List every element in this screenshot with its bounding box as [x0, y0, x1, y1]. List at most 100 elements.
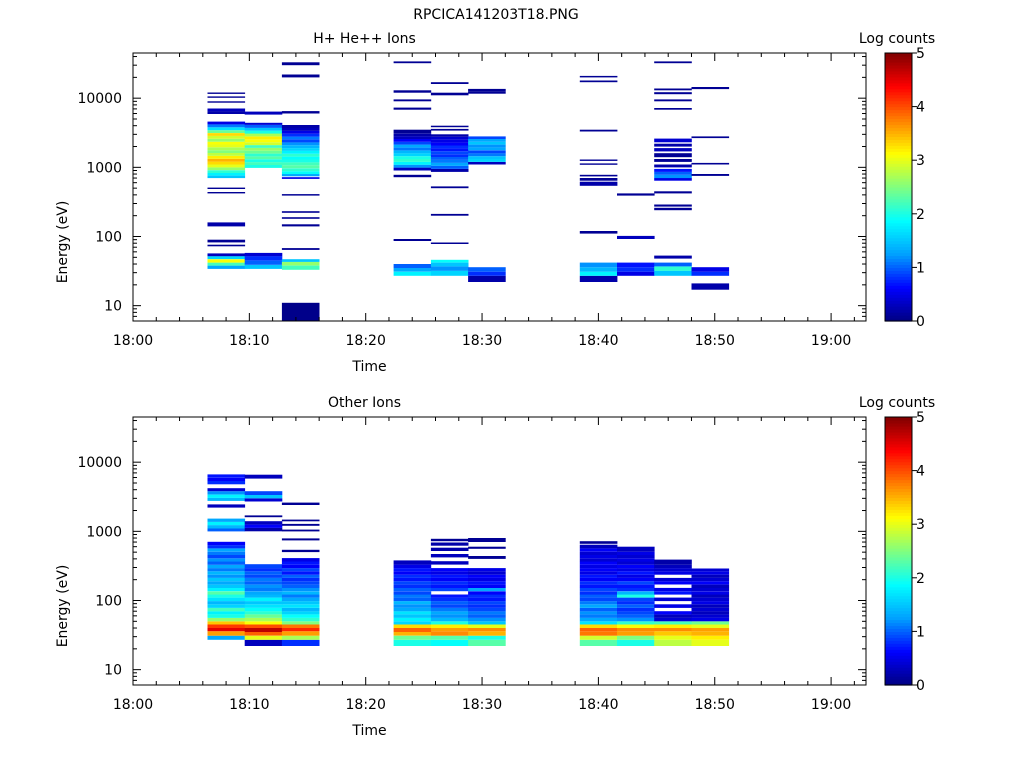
heatmap-cell — [393, 136, 432, 139]
colorbar-swatch — [885, 237, 912, 242]
colorbar-swatch — [885, 270, 912, 274]
heatmap-cell — [579, 555, 618, 559]
heatmap-cell — [281, 577, 320, 582]
heatmap-cell — [430, 581, 469, 585]
heatmap-cell — [430, 542, 469, 546]
heatmap-cell — [207, 564, 246, 569]
colorbar-swatch — [885, 667, 912, 671]
heatmap-cell — [281, 628, 320, 632]
heatmap-cell — [244, 130, 283, 134]
heatmap-cell — [207, 244, 246, 247]
heatmap-cell — [430, 597, 469, 602]
colorbar-label: Log counts — [859, 31, 935, 47]
heatmap-cell — [617, 611, 655, 615]
heatmap-cell — [244, 521, 283, 525]
heatmap-cell — [617, 558, 655, 562]
colorbar-swatch — [885, 455, 912, 460]
heatmap-cell — [207, 239, 246, 242]
colorbar-swatch — [885, 139, 912, 143]
heatmap-cell — [281, 156, 320, 160]
colorbar-swatch — [885, 428, 912, 433]
heatmap-cell — [207, 121, 246, 125]
heatmap-cell — [579, 639, 618, 646]
heatmap-cell — [393, 167, 432, 171]
colorbar-swatch — [885, 88, 912, 93]
colorbar-swatch — [885, 425, 912, 430]
colorbar-swatch — [885, 574, 912, 579]
heatmap-cell — [207, 170, 246, 173]
heatmap-cell — [617, 601, 655, 605]
heatmap-cell — [281, 594, 320, 598]
heatmap-cell — [393, 133, 432, 137]
heatmap-cell — [207, 624, 246, 628]
heatmap-cell — [281, 211, 320, 213]
colorbar-swatch — [885, 461, 912, 466]
heatmap-cell — [654, 564, 692, 569]
colorbar-swatch — [885, 440, 912, 445]
colorbar-swatch — [885, 604, 912, 609]
heatmap-cell — [617, 555, 655, 559]
heatmap-cell — [654, 604, 692, 608]
heatmap-cell — [617, 624, 655, 628]
colorbar-swatch — [885, 279, 912, 283]
colorbar-swatch — [885, 625, 912, 630]
heatmap-cell — [617, 235, 655, 239]
heatmap-cell — [430, 92, 469, 96]
colorbar-swatch — [885, 258, 912, 263]
heatmap-cell — [430, 604, 469, 608]
colorbar-swatch — [885, 234, 912, 239]
colorbar-swatch — [885, 452, 912, 457]
colorbar-swatch — [885, 458, 912, 463]
colorbar-swatch — [885, 661, 912, 665]
heatmap-cell — [393, 581, 432, 585]
colorbar-swatch — [885, 607, 912, 612]
heatmap-cell — [281, 571, 320, 575]
heatmap-cell — [281, 145, 320, 149]
heatmap-cell — [430, 614, 469, 618]
heatmap-cells — [207, 474, 730, 646]
heatmap-cell — [430, 577, 469, 582]
heatmap-cell — [207, 521, 246, 526]
heatmap-cell — [617, 267, 655, 272]
heatmap-cell — [617, 193, 655, 196]
heatmap-cell — [393, 174, 432, 178]
heatmap-cell — [430, 628, 469, 632]
colorbar-swatch — [885, 664, 912, 668]
heatmap-cell — [244, 635, 283, 640]
heatmap-cell — [617, 581, 655, 585]
x-tick-label: 18:50 — [695, 697, 735, 713]
colorbar-label: Log counts — [859, 395, 935, 411]
heatmap-cell — [430, 631, 469, 636]
colorbar-swatch — [885, 568, 912, 573]
heatmap-cell — [468, 150, 506, 154]
heatmap-cell — [468, 614, 506, 618]
heatmap-cell — [654, 164, 692, 168]
heatmap-cell — [207, 488, 246, 492]
heatmap-cell — [579, 181, 618, 186]
y-tick-label: 1000 — [86, 524, 122, 540]
heatmap-cell — [430, 611, 469, 615]
heatmap-cell — [430, 571, 469, 575]
heatmap-cell — [393, 129, 432, 134]
heatmap-cell — [654, 168, 692, 172]
heatmap-cell — [281, 611, 320, 615]
colorbar-swatch — [885, 94, 912, 99]
colorbar-swatch — [885, 70, 912, 75]
heatmap-cell — [468, 153, 506, 157]
colorbar-swatch — [885, 559, 912, 564]
colorbar-swatch — [885, 82, 912, 87]
heatmap-cell — [393, 99, 432, 102]
heatmap-cell — [244, 156, 283, 160]
heatmap-cell — [468, 141, 506, 145]
heatmap-cell — [393, 239, 432, 241]
heatmap-cell — [393, 61, 432, 64]
colorbar-tick-label: 2 — [916, 207, 925, 223]
heatmap-cell — [654, 597, 692, 602]
heatmap-cell — [393, 164, 432, 168]
colorbar-swatch — [885, 417, 912, 421]
heatmap-cell — [207, 192, 246, 194]
colorbar-swatch — [885, 583, 912, 588]
colorbar-tick-label: 0 — [916, 678, 925, 694]
heatmap-cell — [579, 174, 618, 177]
